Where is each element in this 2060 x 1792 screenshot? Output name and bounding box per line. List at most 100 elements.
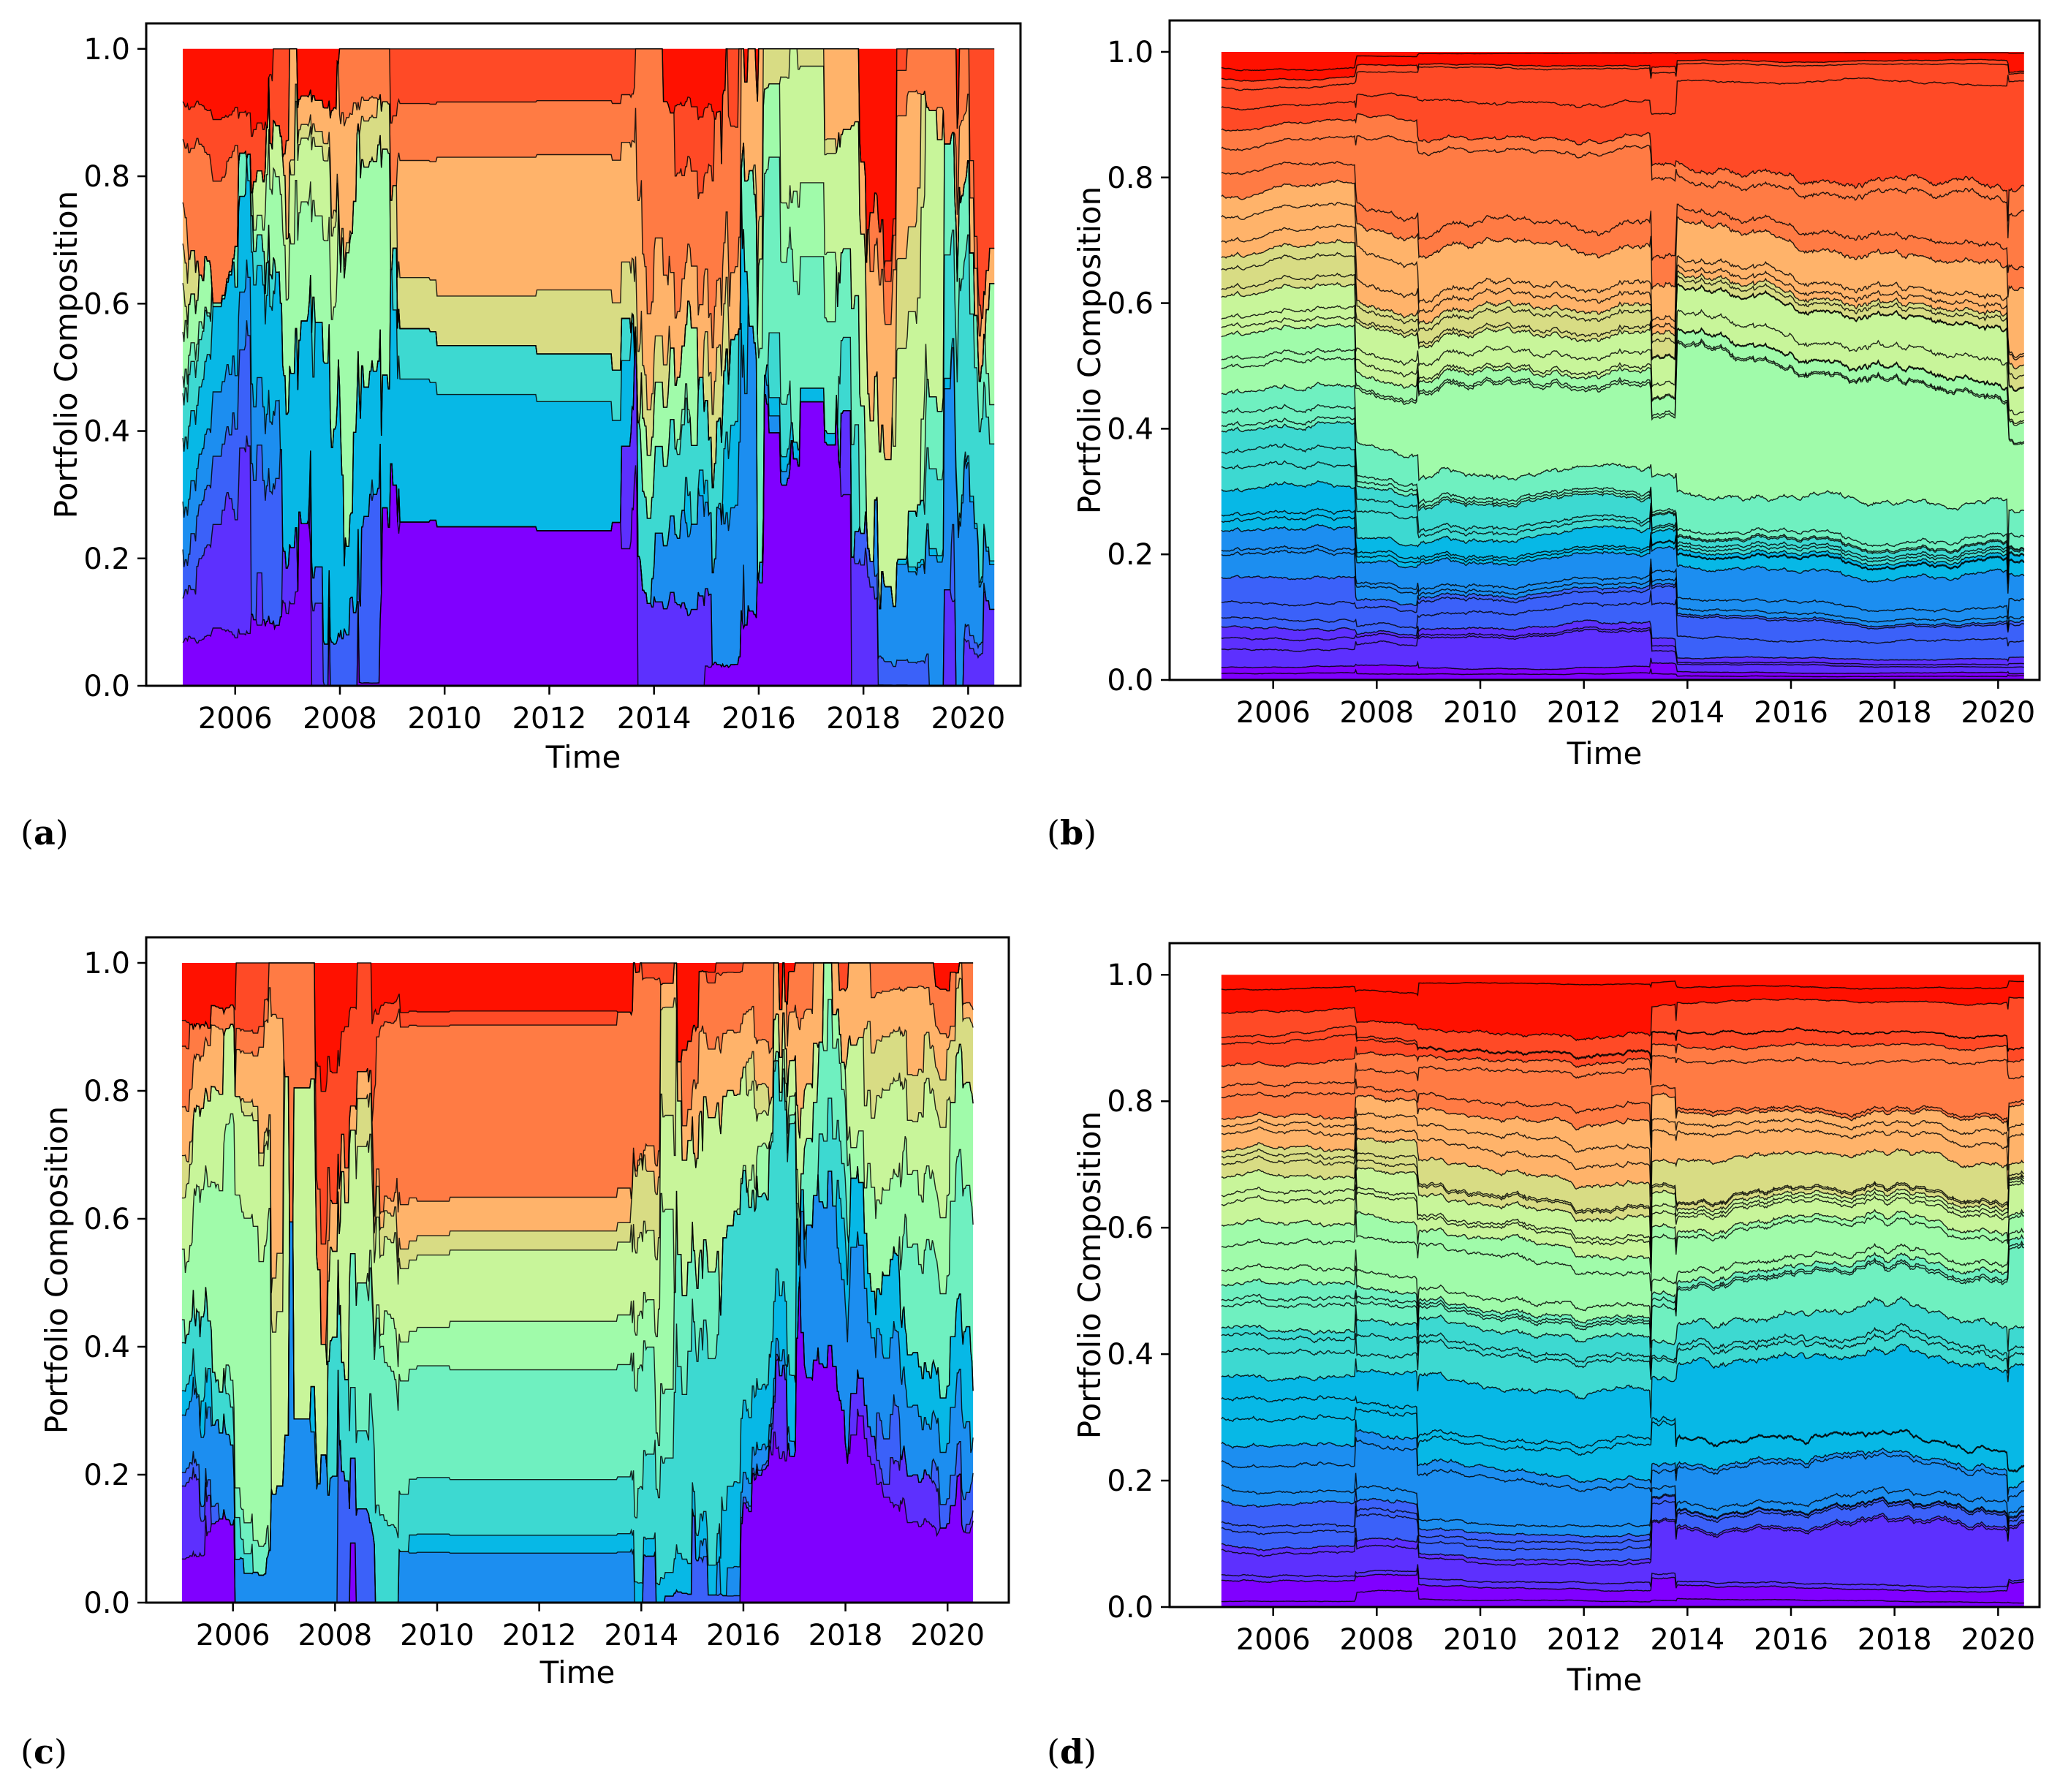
y-tick-label: 0.8 (83, 1075, 130, 1108)
area-asset-13 (181, 963, 974, 1244)
boundary-line-37 (1221, 1025, 2024, 1059)
area-asset-26 (1221, 1147, 2024, 1260)
y-tick-label: 0.6 (83, 287, 130, 321)
boundary-line-22 (1221, 1210, 2024, 1292)
x-tick-label: 2020 (910, 1619, 985, 1652)
y-tick-label: 0.6 (1107, 1211, 1154, 1245)
area-asset-23 (1221, 1184, 2024, 1292)
area-asset-6 (183, 154, 995, 609)
panel-b: 2006 2008 2010 2012 2014 2016 2018 2020 0.0 0.2 0.… (1047, 19, 2041, 852)
boundary-line-17 (1221, 1296, 2025, 1369)
boundary-line-33 (1221, 1078, 2025, 1135)
area-asset-2 (1221, 1568, 2024, 1603)
y-tick-label: 0.0 (83, 670, 130, 703)
area-asset-30 (1221, 1116, 2024, 1225)
area-asset-39 (1221, 980, 2024, 1041)
x-tick-label: 2016 (706, 1619, 781, 1652)
x-tick-label: 2010 (1443, 696, 1518, 730)
area-asset-35 (1221, 1042, 2024, 1088)
y-tick-label: 0.4 (1107, 1338, 1154, 1372)
y-tick-label: 0.6 (1107, 287, 1154, 321)
boundary-line-14 (1221, 480, 2025, 578)
boundary-line-10 (182, 48, 995, 461)
area-asset-28 (1221, 252, 2024, 390)
x-tick-label: 2008 (298, 1619, 372, 1652)
axes-frame (145, 22, 1022, 687)
x-tick-label: 2006 (196, 1619, 270, 1652)
area-asset-22 (1221, 1210, 2024, 1328)
area-asset-40 (1221, 975, 2024, 996)
area-asset-12 (181, 963, 974, 1345)
x-tick-label: 2018 (826, 702, 901, 736)
area-asset-34 (1221, 135, 2024, 273)
y-tick-label: 0.4 (83, 1331, 130, 1364)
area-asset-1 (1221, 1587, 2024, 1607)
boundary-line-10 (1221, 1437, 2025, 1502)
y-tick-label: 0.2 (83, 1459, 130, 1492)
area-asset-20 (1221, 382, 2024, 562)
area-asset-14 (183, 48, 995, 268)
area-asset-8 (183, 83, 995, 609)
boundary-line-19 (1221, 404, 2025, 562)
boundary-line-6 (1221, 590, 2024, 647)
x-tick-label: 2008 (1339, 1623, 1414, 1657)
x-tick-label: 2008 (1339, 696, 1414, 730)
y-axis-label: Portfolio Composition (39, 1106, 75, 1434)
x-axis-label: Time (1567, 736, 1643, 771)
area-asset-24 (1221, 1168, 2024, 1273)
boundary-line-21 (1221, 1227, 2024, 1328)
boundary-line-1 (1221, 668, 2024, 678)
area-asset-14 (181, 963, 974, 1092)
boundary-line-14 (1221, 1343, 2025, 1418)
boundary-line-18 (1221, 1243, 2024, 1348)
boundary-line-36 (1221, 75, 2024, 116)
area-asset-7 (1221, 575, 2024, 646)
x-tick-label: 2012 (1547, 696, 1621, 730)
boundary-line-5 (1221, 619, 2024, 662)
area-asset-40 (1221, 52, 2024, 71)
area-asset-33 (1221, 161, 2024, 298)
x-tick-label: 2012 (512, 702, 587, 736)
area-asset-31 (1221, 202, 2024, 360)
area-asset-9 (1221, 548, 2024, 631)
boundary-line-26 (1221, 1147, 2025, 1252)
boundary-line-20 (1221, 382, 2025, 549)
area-asset-21 (1221, 1228, 2024, 1340)
y-tick-label: 1.0 (83, 33, 130, 67)
x-tick-label: 2016 (722, 702, 796, 736)
x-axis-label: Time (1567, 1662, 1643, 1698)
area-asset-23 (1221, 324, 2024, 444)
panel-label: (c) (20, 1732, 67, 1772)
boundary-line-37 (1221, 62, 2024, 91)
axes-frame (1168, 19, 2041, 681)
area-asset-34 (1221, 1055, 2024, 1135)
boundary-line-29 (1221, 238, 2024, 370)
boundary-line-7 (1221, 575, 2025, 633)
boundary-line-35 (1221, 1041, 2024, 1070)
boundary-line-5 (1221, 1512, 2025, 1562)
x-tick-label: 2014 (604, 1619, 678, 1652)
boundary-line-1 (1221, 1587, 2024, 1604)
boundary-line-32 (1221, 179, 2025, 298)
boundary-line-13 (182, 48, 995, 268)
area-asset-15 (1221, 1330, 2024, 1418)
boundary-line-19 (1221, 1240, 2024, 1345)
panel-label: (b) (1047, 813, 1097, 852)
area-asset-11 (183, 48, 995, 460)
y-tick-label: 1.0 (83, 947, 130, 980)
boundary-line-35 (1221, 113, 2025, 222)
boundary-line-2 (1221, 1568, 2024, 1593)
boundary-line-30 (1221, 1116, 2024, 1197)
area-asset-8 (181, 963, 974, 1551)
area-asset-5 (1221, 620, 2024, 665)
area-asset-1 (183, 395, 995, 686)
y-tick-label: 1.0 (1107, 959, 1154, 992)
area-asset-39 (1221, 53, 2024, 82)
area-asset-30 (1221, 224, 2024, 369)
area-asset-10 (1221, 545, 2024, 629)
boundary-line-3 (1221, 1564, 2024, 1589)
x-tick-label: 2018 (1858, 1623, 1932, 1657)
area-asset-14 (1221, 480, 2024, 583)
y-tick-label: 0.0 (1107, 1591, 1154, 1625)
